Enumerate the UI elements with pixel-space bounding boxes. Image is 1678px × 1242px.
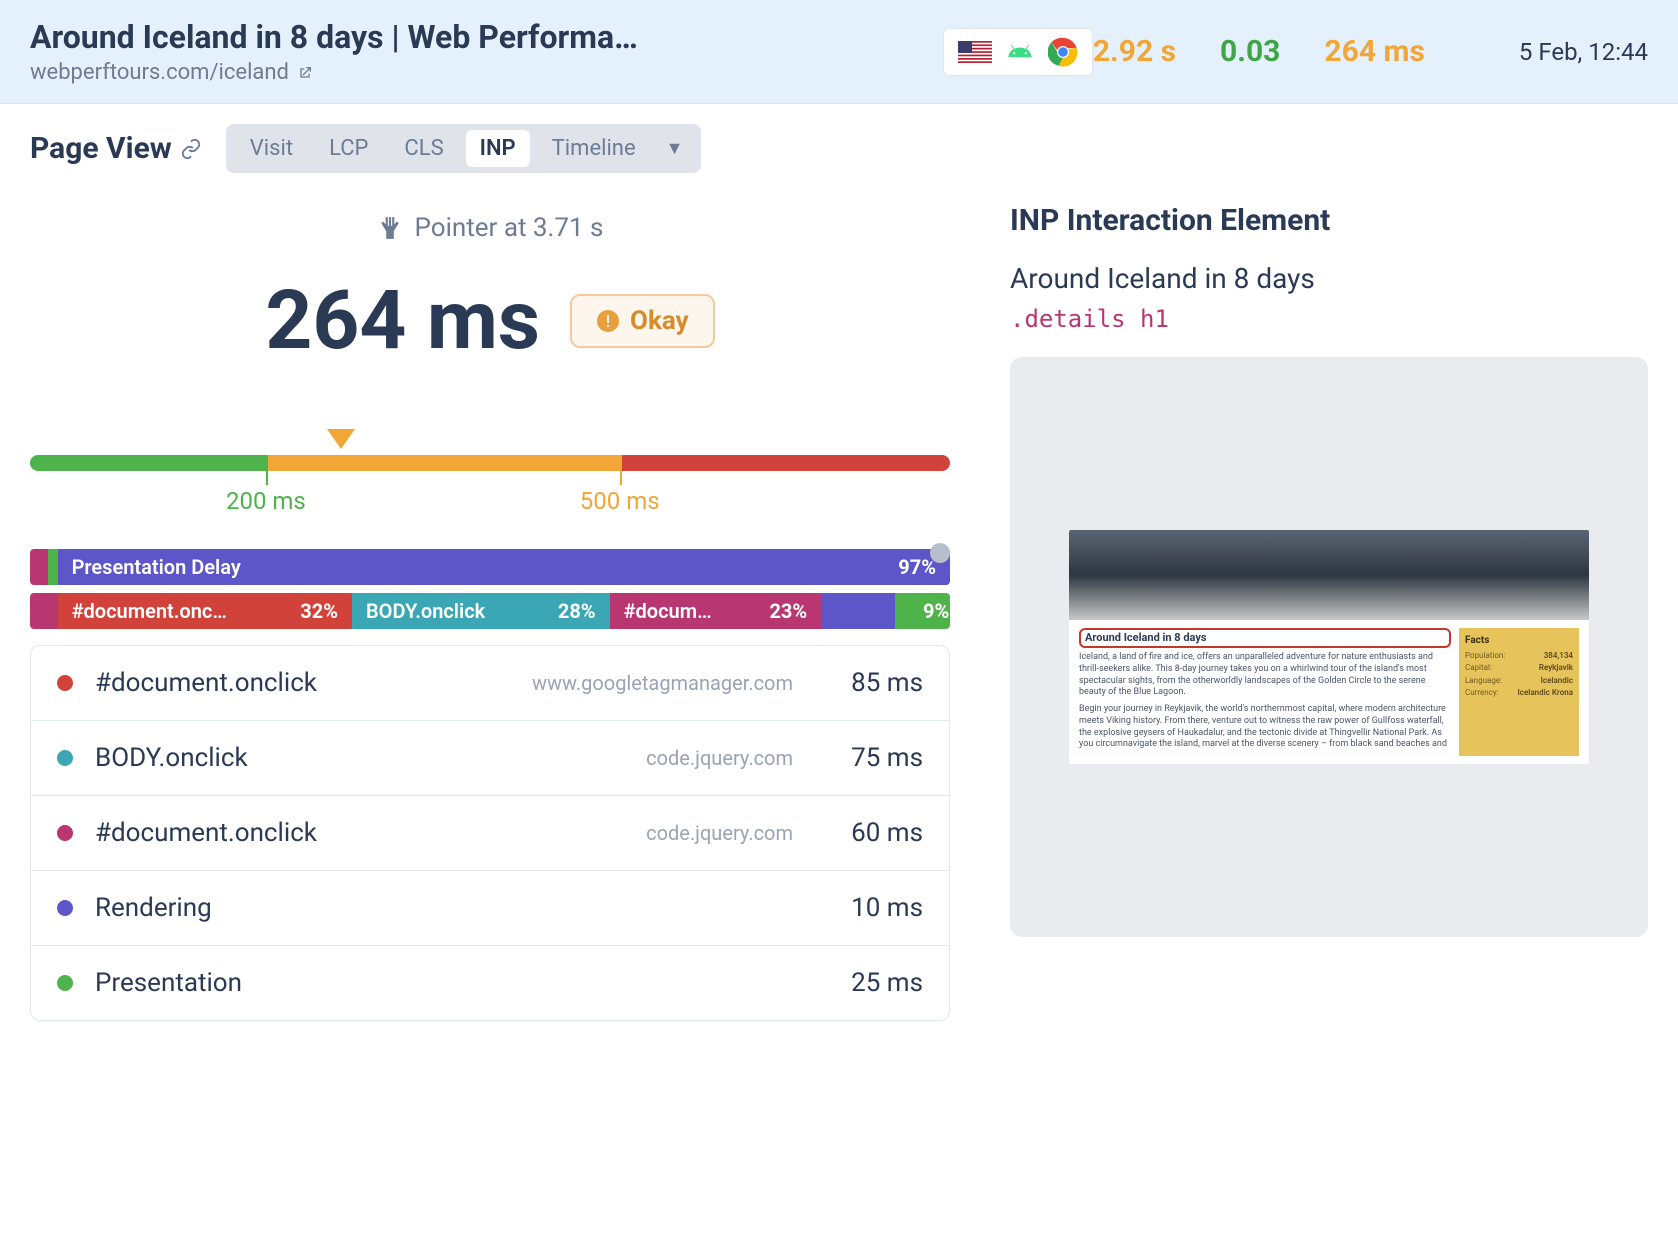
us-flag-icon (958, 41, 992, 63)
detail-row[interactable]: Presentation 25 ms (31, 946, 949, 1020)
okay-badge: Okay (570, 294, 715, 348)
stack-seg[interactable] (821, 593, 895, 629)
element-name: Around Iceland in 8 days (1010, 262, 1648, 295)
detail-value: 25 ms (833, 968, 923, 998)
tab-visit[interactable]: Visit (236, 130, 307, 167)
element-selector: .details h1 (1010, 305, 1648, 333)
detail-source: code.jquery.com (646, 746, 793, 770)
dot-icon (57, 750, 73, 766)
detail-source: code.jquery.com (646, 821, 793, 845)
pointer-icon (377, 215, 403, 241)
stack-seg[interactable]: BODY.onclick28% (352, 593, 610, 629)
header-metrics: 2.92 s 0.03 264 ms 5 Feb, 12:44 (1093, 34, 1648, 69)
tab-inp[interactable]: INP (466, 130, 530, 167)
scale-marker (327, 429, 355, 449)
detail-value: 75 ms (833, 743, 923, 773)
page-view-label: Page View (30, 131, 202, 166)
detail-value: 85 ms (833, 668, 923, 698)
stack-seg[interactable]: 9% (895, 593, 950, 629)
metric-load: 2.92 s (1093, 34, 1176, 69)
mini-page: Around Iceland in 8 days Iceland, a land… (1069, 530, 1589, 764)
link-icon[interactable] (180, 138, 202, 160)
dot-icon (57, 825, 73, 841)
tabs: Visit LCP CLS INP Timeline ▼ (226, 124, 702, 173)
detail-row[interactable]: BODY.onclick code.jquery.com 75 ms (31, 721, 949, 796)
preview-box: Around Iceland in 8 days Iceland, a land… (1010, 357, 1648, 937)
tab-timeline[interactable]: Timeline (538, 130, 650, 167)
dot-icon (57, 900, 73, 916)
detail-label: Rendering (95, 893, 212, 923)
device-badge (943, 28, 1093, 76)
detail-value: 60 ms (833, 818, 923, 848)
stack-seg[interactable]: #docum…23% (610, 593, 822, 629)
android-icon (1006, 38, 1034, 66)
detail-row[interactable]: Rendering 10 ms (31, 871, 949, 946)
inp-value: 264 ms (265, 273, 540, 369)
metric-inp: 264 ms (1324, 34, 1425, 69)
tab-lcp[interactable]: LCP (315, 130, 382, 167)
stack-bars: Presentation Delay 97% #document.onc…32%… (30, 549, 950, 629)
subnav: Page View Visit LCP CLS INP Timeline ▼ (0, 104, 1678, 173)
warning-icon (596, 309, 620, 333)
mini-h1: Around Iceland in 8 days (1079, 628, 1451, 648)
external-link-icon (297, 65, 313, 81)
page-url[interactable]: webperftours.com/iceland (30, 60, 923, 85)
element-title: INP Interaction Element (1010, 203, 1648, 238)
stack-detail: #document.onc…32%BODY.onclick28%#docum…2… (30, 593, 950, 629)
chrome-icon (1048, 37, 1078, 67)
metric-cls: 0.03 (1220, 34, 1280, 69)
tabs-dropdown[interactable]: ▼ (658, 138, 692, 159)
detail-table: #document.onclick www.googletagmanager.co… (30, 645, 950, 1021)
stack-seg[interactable]: #document.onc…32% (58, 593, 352, 629)
tab-cls[interactable]: CLS (390, 130, 457, 167)
detail-label: #document.onclick (95, 818, 317, 848)
detail-value: 10 ms (833, 893, 923, 923)
detail-label: BODY.onclick (95, 743, 248, 773)
timestamp: 5 Feb, 12:44 (1519, 38, 1648, 66)
slider-knob[interactable] (930, 543, 950, 563)
dot-icon (57, 675, 73, 691)
detail-source: www.googletagmanager.com (532, 671, 793, 695)
detail-label: Presentation (95, 968, 242, 998)
detail-label: #document.onclick (95, 668, 317, 698)
pointer-row: Pointer at 3.71 s (30, 213, 950, 243)
detail-row[interactable]: #document.onclick www.googletagmanager.co… (31, 646, 949, 721)
page-title: Around Iceland in 8 days | Web Performan… (30, 18, 650, 56)
header: Around Iceland in 8 days | Web Performan… (0, 0, 1678, 104)
detail-row[interactable]: #document.onclick code.jquery.com 60 ms (31, 796, 949, 871)
dot-icon (57, 975, 73, 991)
scale: 200 ms 500 ms (30, 429, 950, 539)
stack-top: Presentation Delay 97% (30, 549, 950, 585)
